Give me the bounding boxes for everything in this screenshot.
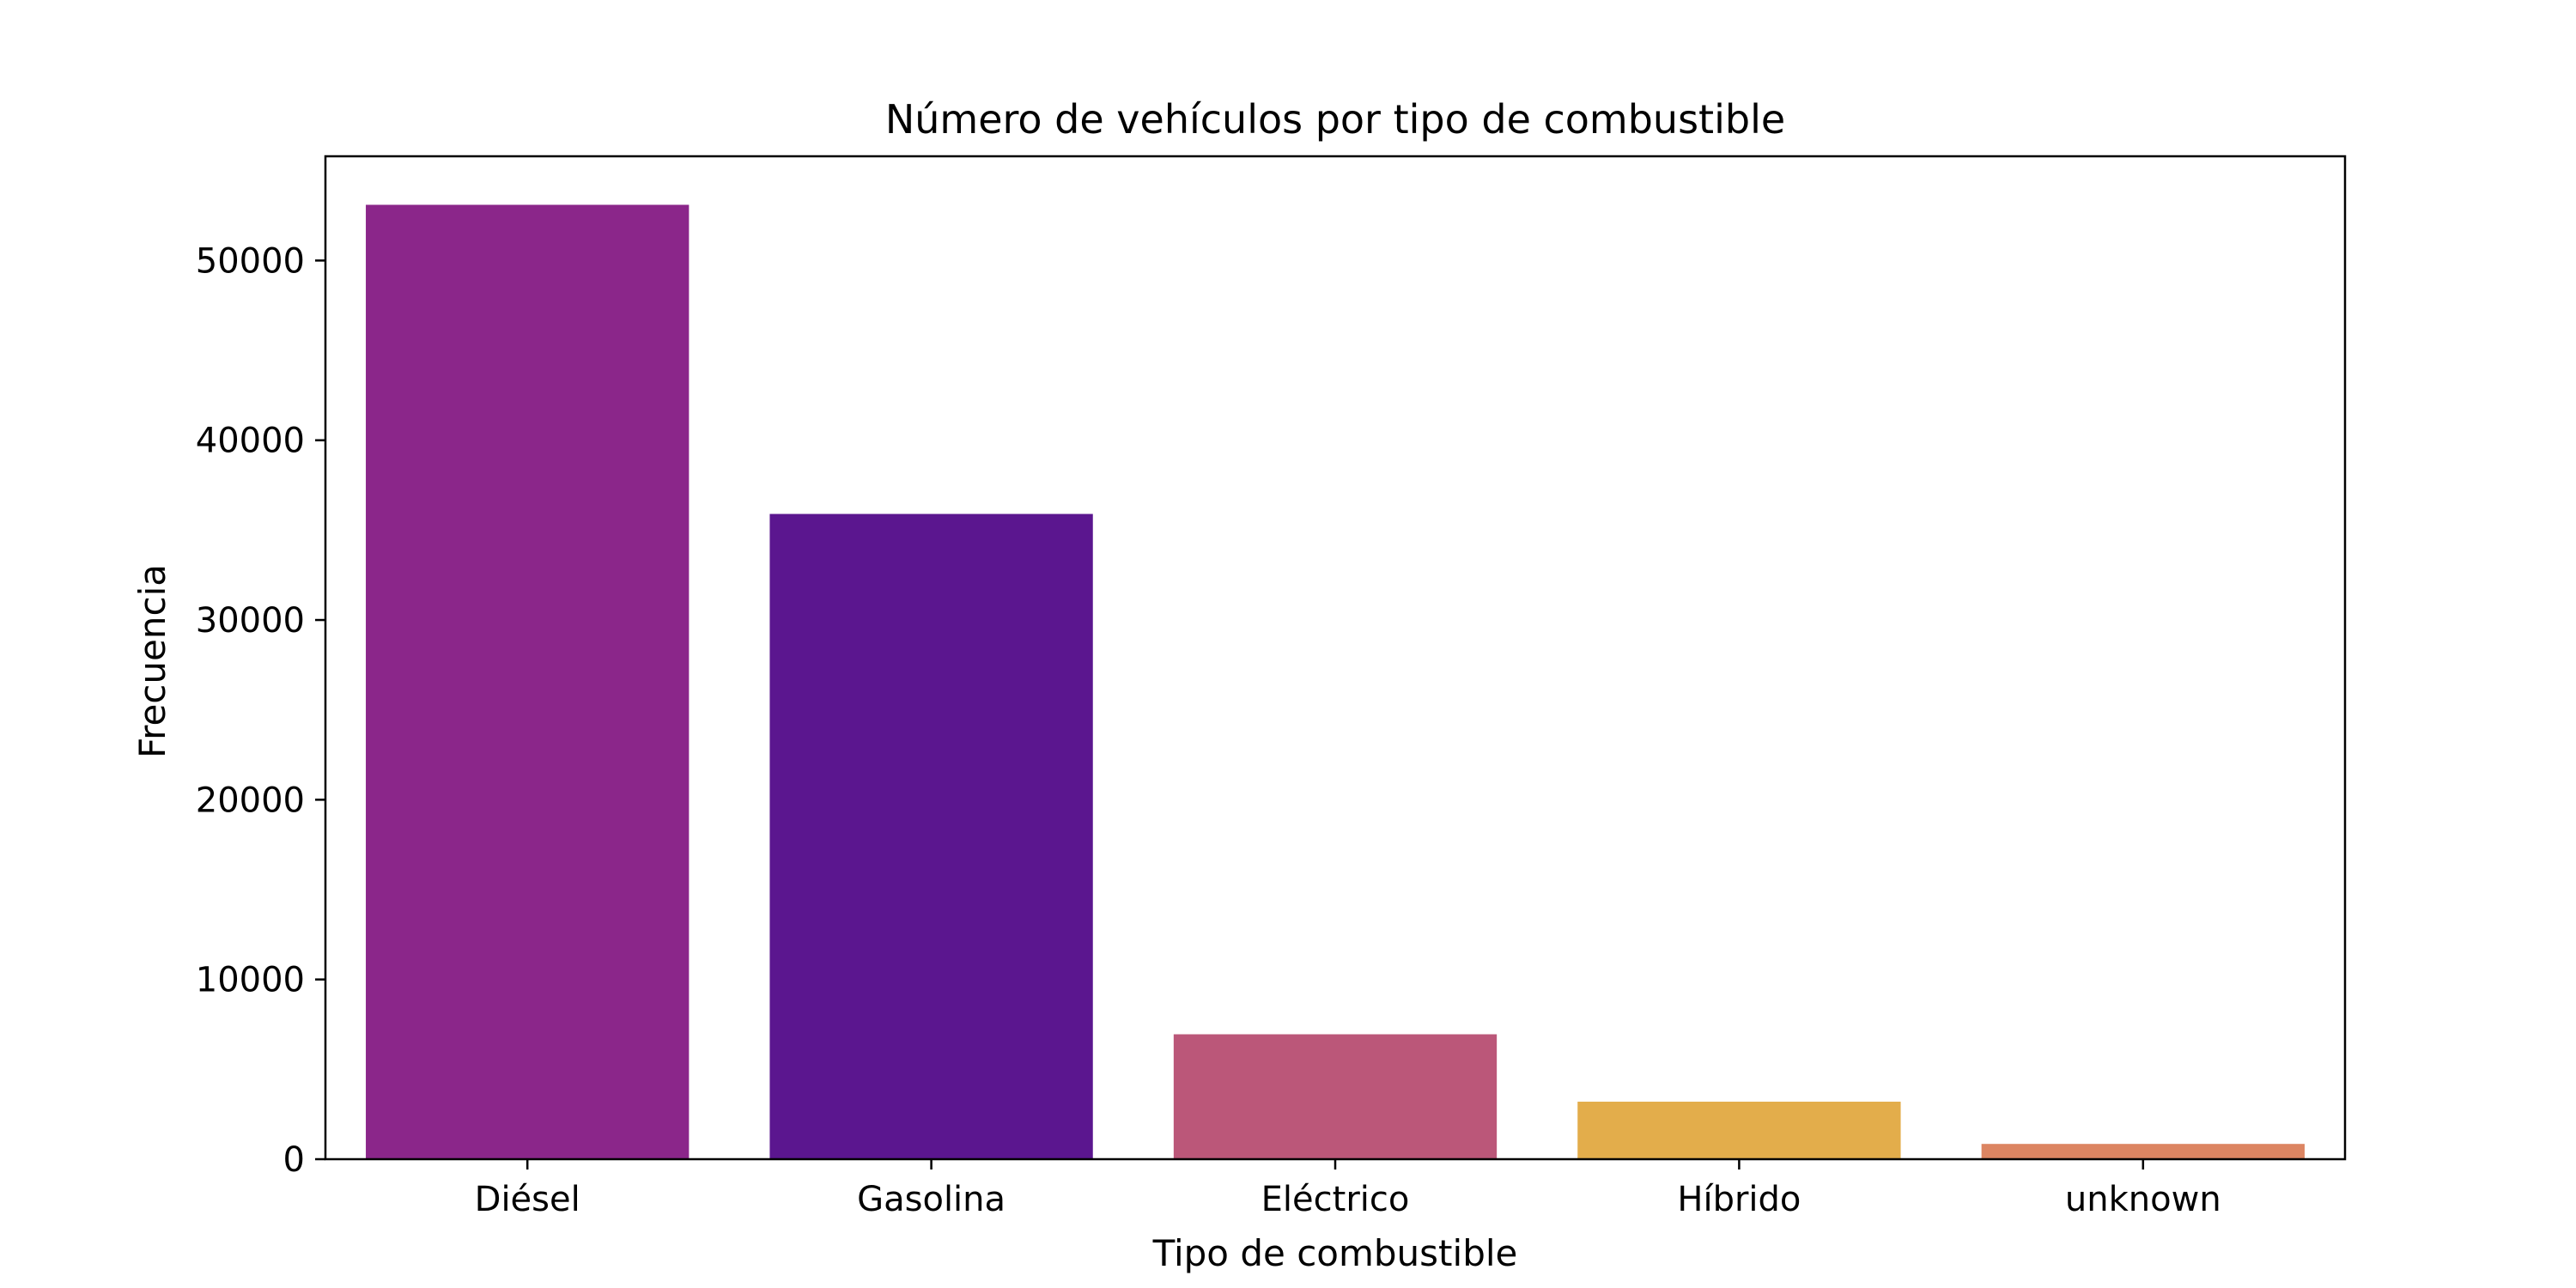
x-axis-ticks: Diésel Gasolina Eléctrico Híbrido unknown — [475, 1159, 2221, 1219]
y-axis-ticks: 0 10000 20000 30000 40000 50000 — [196, 241, 325, 1180]
bars-layer — [366, 204, 2305, 1160]
x-tick-label: Eléctrico — [1261, 1180, 1410, 1219]
y-tick-label: 30000 — [196, 601, 305, 641]
y-tick-label: 10000 — [196, 961, 305, 1000]
y-tick-label: 0 — [283, 1140, 305, 1180]
plot-frame — [324, 155, 2347, 1161]
x-tick-label: Gasolina — [857, 1180, 1005, 1219]
x-tick-label: Diésel — [475, 1180, 580, 1219]
bar — [769, 513, 1093, 1159]
bar — [1981, 1144, 2305, 1159]
y-tick-label: 20000 — [196, 781, 305, 820]
x-tick-label: Híbrido — [1677, 1180, 1801, 1219]
y-axis-label: Frecuencia — [131, 564, 173, 758]
x-axis-label: Tipo de combustible — [1152, 1232, 1518, 1274]
bar — [1577, 1102, 1901, 1159]
bar — [1173, 1034, 1498, 1159]
bar — [366, 204, 690, 1160]
chart-title: Número de vehículos por tipo de combusti… — [885, 96, 1785, 143]
y-tick-label: 50000 — [196, 241, 305, 281]
y-tick-label: 40000 — [196, 422, 305, 461]
x-tick-label: unknown — [2065, 1180, 2221, 1219]
